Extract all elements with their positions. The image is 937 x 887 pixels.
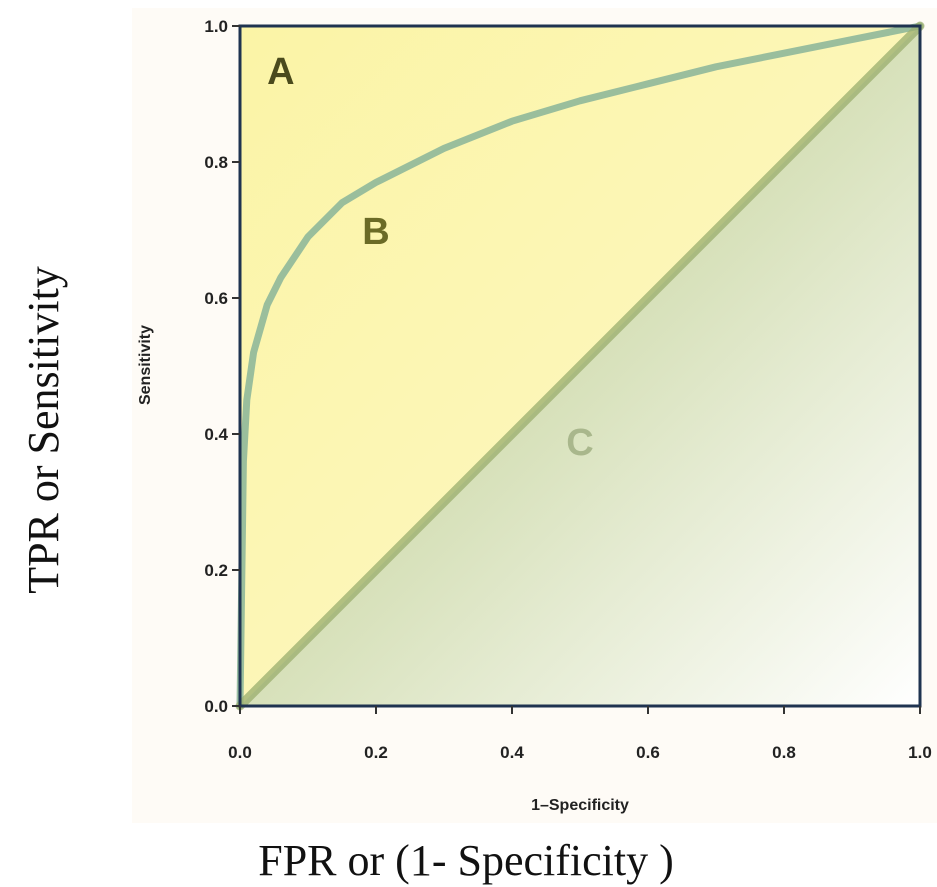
plot-frame xyxy=(238,24,922,708)
y-tick-label: 0.4 xyxy=(204,425,228,444)
x-axis-title: 1–Specificity xyxy=(531,797,629,814)
x-tick-label: 0.2 xyxy=(364,743,388,762)
diagonal-reference-line xyxy=(235,21,925,711)
y-tick-label: 0.8 xyxy=(204,153,228,172)
outer-y-label: TPR or Sensitivity xyxy=(19,266,68,594)
x-tick-label: 1.0 xyxy=(908,743,932,762)
y-tick-label: 0.6 xyxy=(204,289,228,308)
x-tick-label: 0.6 xyxy=(636,743,660,762)
region-label-c: C xyxy=(566,422,593,464)
x-tick-label: 0.4 xyxy=(500,743,524,762)
outer-x-label: FPR or (1- Specificity ) xyxy=(258,836,674,885)
x-tick-label: 0.8 xyxy=(772,743,796,762)
y-tick-label: 1.0 xyxy=(204,17,228,36)
y-tick-label: 0.0 xyxy=(204,697,228,716)
region-label-a: A xyxy=(267,51,294,93)
region-label-b: B xyxy=(362,211,389,253)
x-tick-label: 0.0 xyxy=(228,743,252,762)
y-tick-label: 0.2 xyxy=(204,561,228,580)
roc-curve-line xyxy=(236,22,924,710)
y-axis-title: Sensitivity xyxy=(137,325,154,405)
